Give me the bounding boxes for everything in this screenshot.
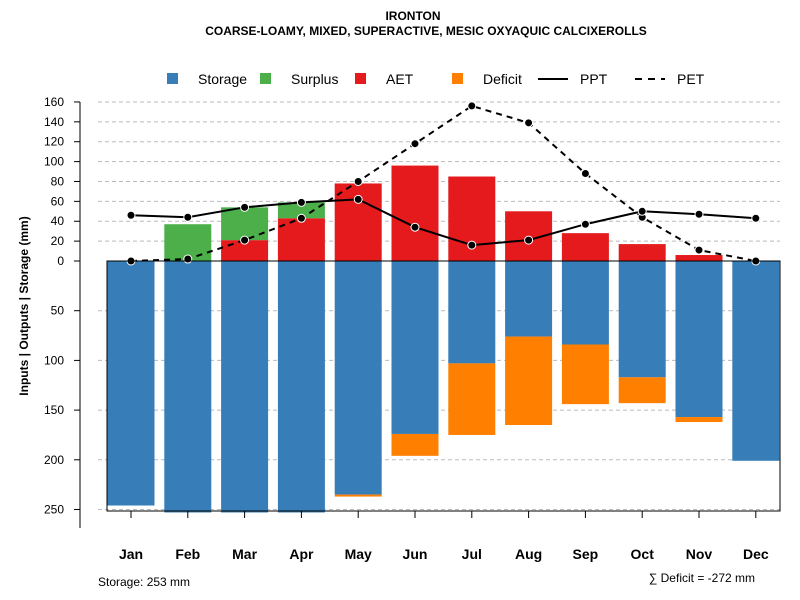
x-tick-label: Jan: [119, 546, 143, 562]
storage-bar: [277, 261, 325, 513]
aet-bar: [675, 255, 723, 261]
storage-bar: [221, 261, 269, 513]
deficit-footnote: ∑ Deficit = -272 mm: [649, 571, 755, 585]
storage-bar: [391, 261, 439, 434]
pet-point: [183, 254, 193, 264]
legend-label-aet: AET: [386, 71, 414, 87]
ppt-point: [126, 210, 136, 220]
deficit-bar: [561, 344, 609, 405]
y-axis-label: Inputs | Outputs | Storage (mm): [17, 216, 31, 395]
y-tick-label: 40: [51, 214, 65, 228]
ppt-point: [183, 212, 193, 222]
y-tick-label: 150: [44, 403, 64, 417]
pet-line: [130, 104, 756, 262]
x-tick-label: Mar: [232, 546, 257, 562]
x-tick-label: Jun: [403, 546, 428, 562]
storage-bar: [618, 261, 666, 378]
legend-label-deficit: Deficit: [483, 71, 522, 87]
x-tick-label: Nov: [686, 546, 713, 562]
surplus-bar: [277, 202, 325, 219]
pet-point: [694, 245, 704, 255]
ppt-point: [580, 219, 590, 229]
ppt-point: [637, 206, 647, 216]
legend-swatch-deficit: [452, 73, 463, 84]
storage-bar: [505, 261, 553, 337]
chart-subtitle: COARSE-LOAMY, MIXED, SUPERACTIVE, MESIC …: [205, 24, 647, 38]
x-tick-label: Aug: [515, 546, 542, 562]
ppt-point: [467, 240, 477, 250]
deficit-bar: [391, 433, 439, 456]
aet-bar: [391, 165, 439, 261]
legend-label-storage: Storage: [198, 71, 247, 87]
deficit-bar: [334, 494, 382, 497]
legend-swatch-aet: [355, 73, 366, 84]
y-tick-label: 0: [57, 254, 64, 268]
y-tick-label: 140: [44, 115, 64, 129]
ppt-point: [751, 213, 761, 223]
aet-bar: [277, 218, 325, 261]
deficit-bar: [448, 363, 496, 435]
y-tick-label: 100: [44, 155, 64, 169]
aet-bar: [221, 240, 269, 261]
legend-label-pet: PET: [677, 71, 705, 87]
deficit-bar: [618, 377, 666, 404]
ppt-point: [296, 197, 306, 207]
x-tick-label: Apr: [289, 546, 314, 562]
x-tick-label: Oct: [631, 546, 655, 562]
storage-bar: [561, 261, 609, 345]
pet-point: [296, 213, 306, 223]
legend-swatch-surplus: [260, 73, 271, 84]
ppt-point: [694, 209, 704, 219]
pet-point: [240, 235, 250, 245]
y-tick-label: 50: [51, 304, 65, 318]
y-tick-label: 80: [51, 174, 65, 188]
ppt-point: [240, 202, 250, 212]
x-tick-label: Sep: [573, 546, 599, 562]
ppt-line: [130, 198, 756, 247]
ppt-point: [353, 194, 363, 204]
storage-bar: [164, 261, 212, 513]
storage-bar: [107, 261, 155, 506]
pet-point: [524, 118, 534, 128]
y-tick-label: 20: [51, 234, 65, 248]
legend-label-surplus: Surplus: [291, 71, 338, 87]
legend-label-ppt: PPT: [580, 71, 608, 87]
x-tick-label: May: [345, 546, 372, 562]
y-tick-label: 200: [44, 453, 64, 467]
y-tick-label: 100: [44, 353, 64, 367]
storage-bar: [675, 261, 723, 418]
storage-bar: [732, 261, 780, 461]
surplus-bar: [221, 207, 269, 241]
x-tick-label: Dec: [743, 546, 769, 562]
x-tick-label: Feb: [175, 546, 200, 562]
deficit-bar: [675, 417, 723, 423]
storage-bar: [448, 261, 496, 364]
ppt-point: [410, 222, 420, 232]
storage-bar: [334, 261, 382, 495]
ppt-point: [524, 235, 534, 245]
y-tick-label: 250: [44, 503, 64, 517]
aet-bar: [561, 233, 609, 261]
storage-box: [106, 260, 781, 512]
legend-swatch-storage: [167, 73, 178, 84]
pet-point: [580, 169, 590, 179]
pet-point: [353, 176, 363, 186]
pet-point: [410, 139, 420, 149]
x-tick-label: Jul: [462, 546, 482, 562]
storage-footnote: Storage: 253 mm: [98, 575, 190, 589]
y-tick-label: 120: [44, 135, 64, 149]
aet-bar: [618, 244, 666, 261]
pet-point: [467, 101, 477, 111]
deficit-bar: [505, 336, 553, 426]
y-tick-label: 160: [44, 95, 64, 109]
y-tick-label: 60: [51, 194, 65, 208]
chart-title: IRONTON: [385, 9, 440, 23]
